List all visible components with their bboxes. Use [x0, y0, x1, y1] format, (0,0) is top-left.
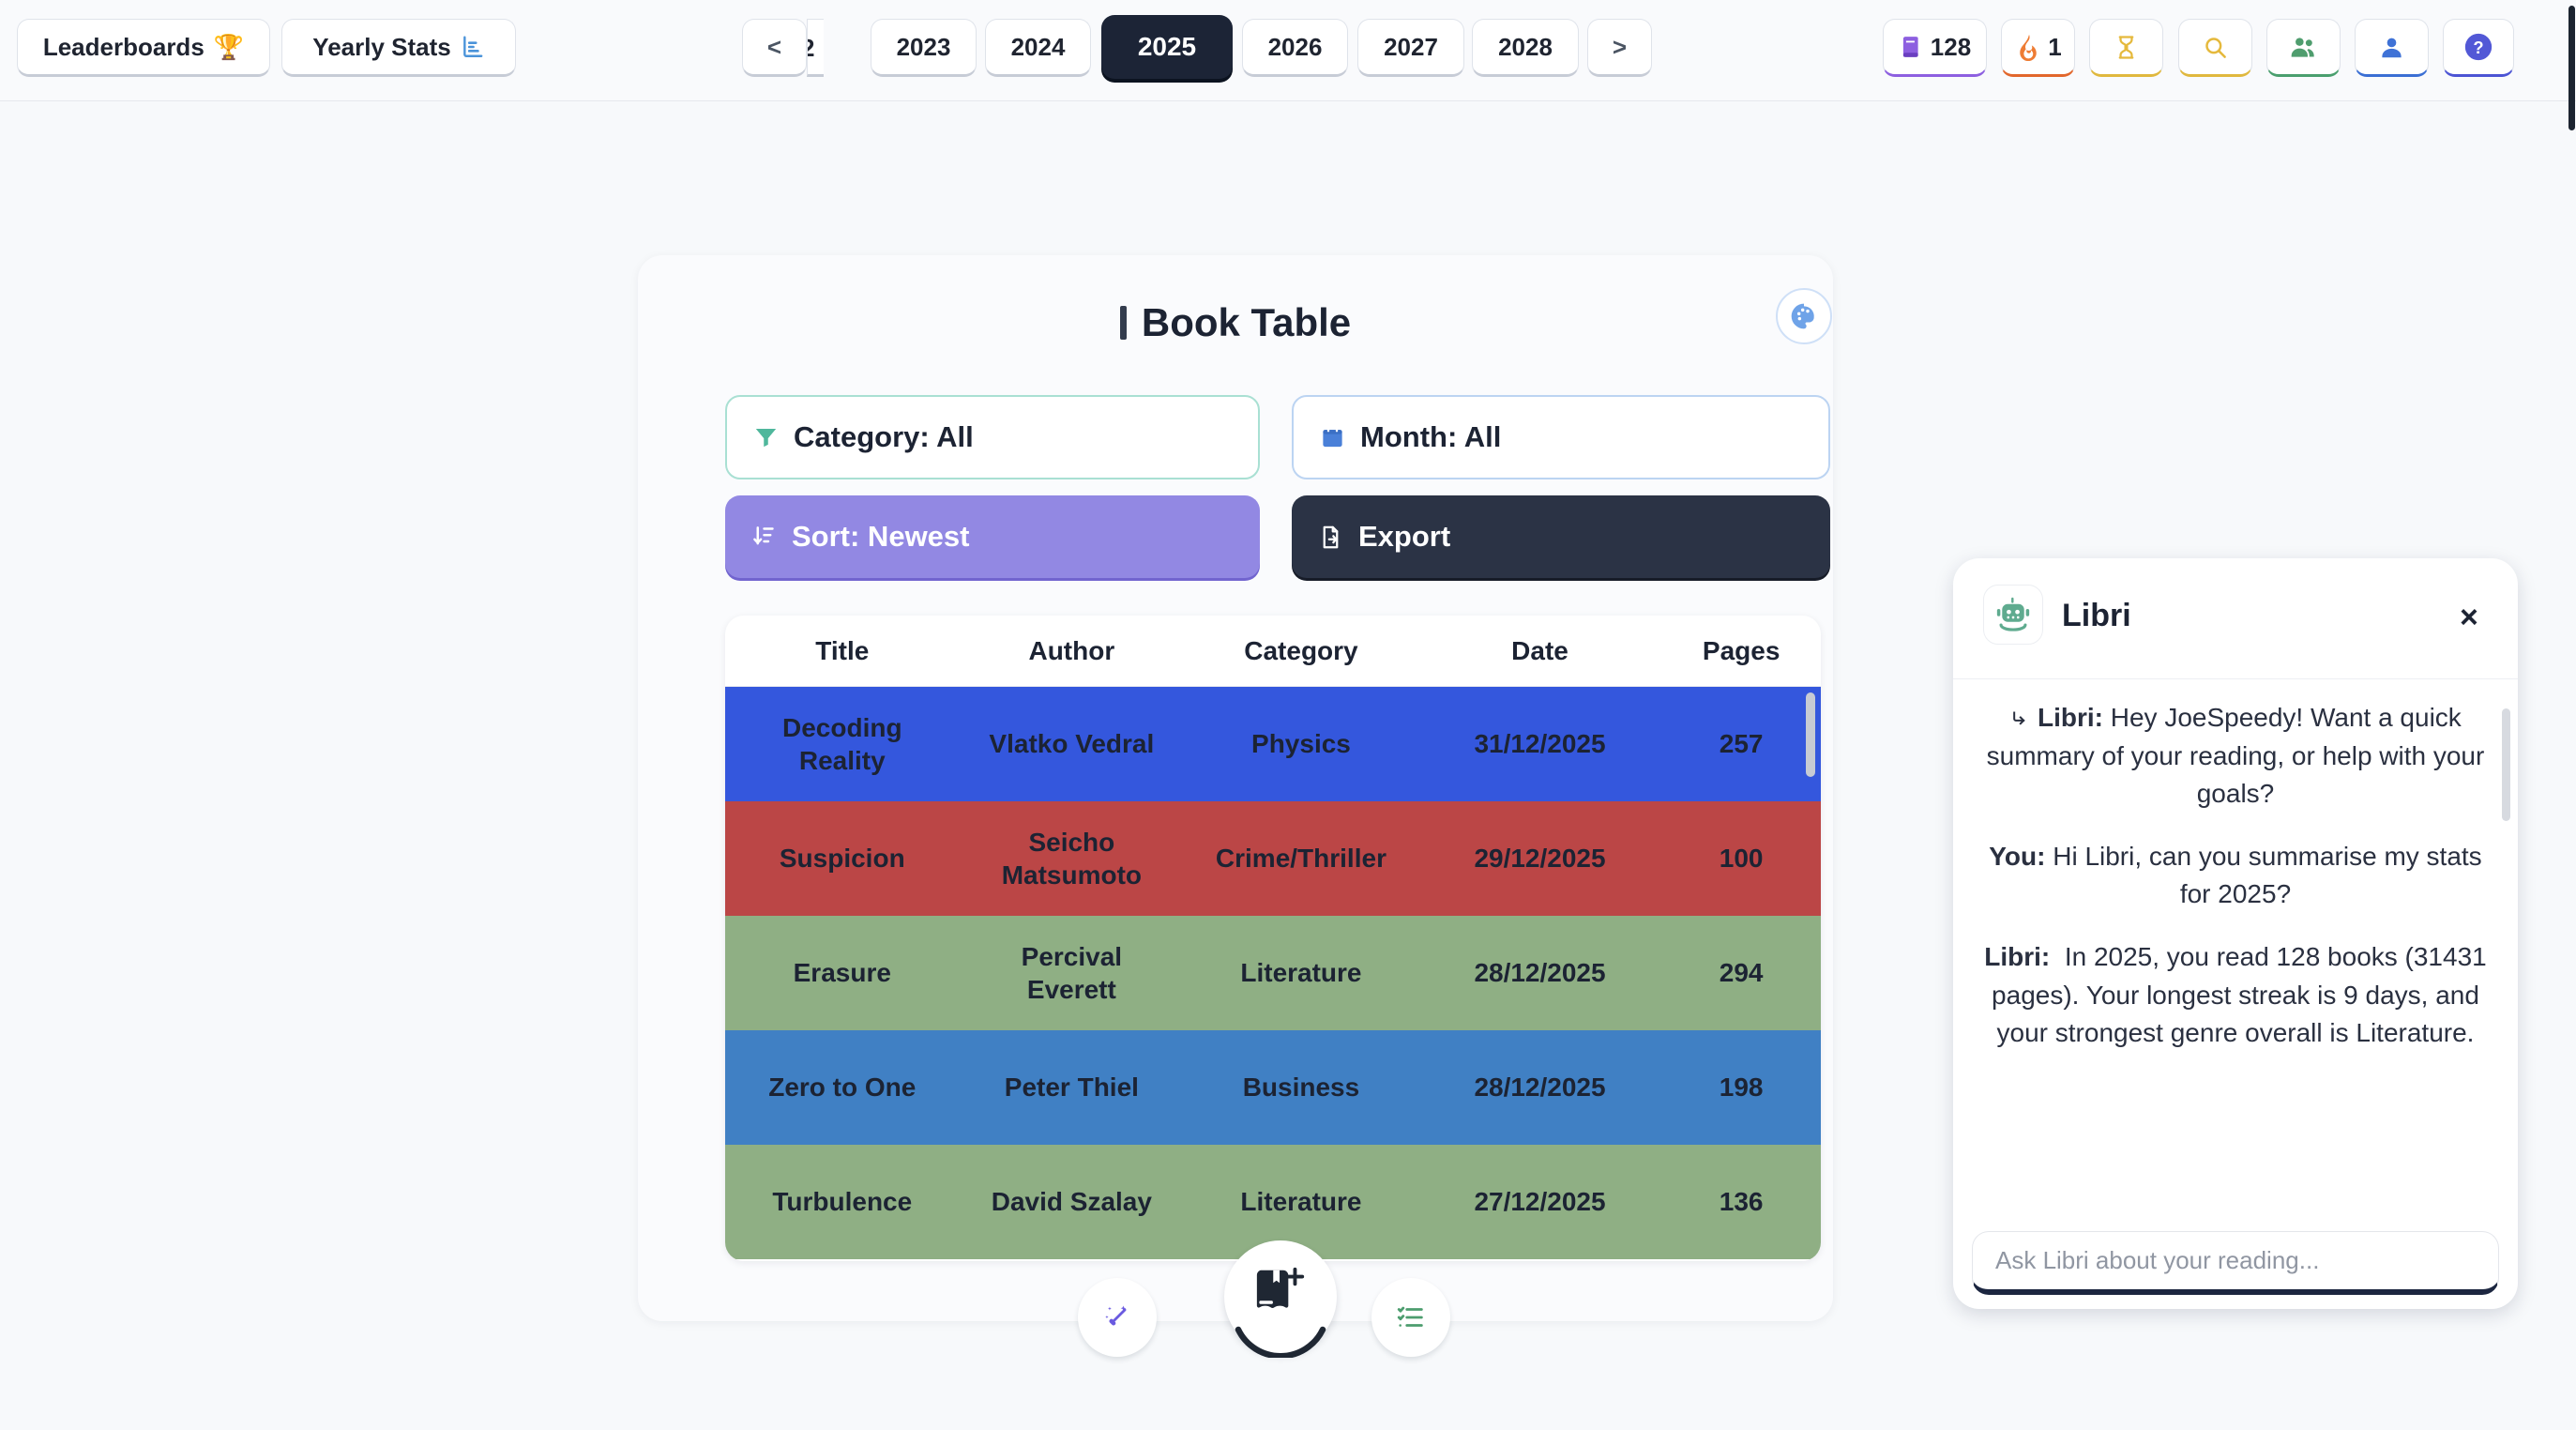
svg-text:?: ?: [2473, 38, 2483, 57]
